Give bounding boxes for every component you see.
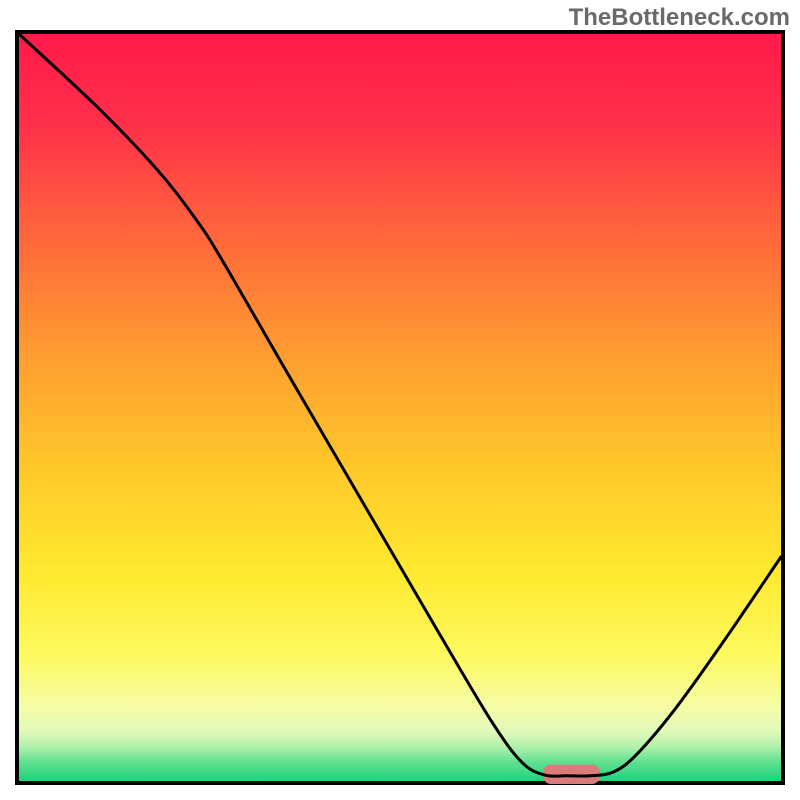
plot-area xyxy=(15,30,785,785)
chart-svg xyxy=(15,30,785,785)
watermark-text: TheBottleneck.com xyxy=(569,4,790,32)
chart-container: TheBottleneck.com xyxy=(0,0,800,800)
gradient-background xyxy=(19,34,781,781)
